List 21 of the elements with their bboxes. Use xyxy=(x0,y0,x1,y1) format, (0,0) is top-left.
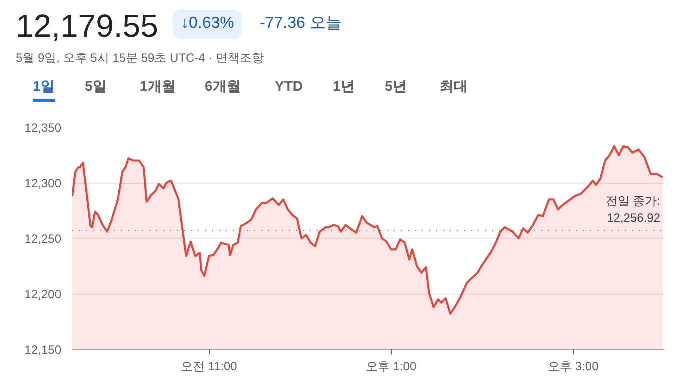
text: 1개월 xyxy=(140,77,176,96)
text: 5일 xyxy=(85,77,107,96)
y-tick-label: 12,200 xyxy=(24,288,62,302)
x-tick-label: 오전 11:00 xyxy=(180,360,238,374)
text: 6개월 xyxy=(205,77,241,96)
text: 최대 xyxy=(440,77,468,96)
chart-title: 12,179.55 xyxy=(16,7,158,46)
chart-subtitle: 5월 9일, 오후 5시 15분 59초 UTC-4 · 면책조항 xyxy=(16,50,264,67)
text: 1일 xyxy=(33,76,55,102)
ref-line-label: 전일 종가: 12,256.92 xyxy=(606,194,661,225)
text: 1년 xyxy=(333,77,355,96)
text: ↓0.63% xyxy=(173,10,242,39)
text: 5년 xyxy=(385,77,407,96)
y-tick-label: 12,350 xyxy=(24,121,62,135)
text: YTD xyxy=(275,77,303,96)
x-tick-label: 오후 3:00 xyxy=(548,360,600,374)
x-tick-label: 오후 1:00 xyxy=(366,360,417,374)
y-tick-label: 12,250 xyxy=(24,232,62,246)
y-tick-label: 12,150 xyxy=(24,343,62,357)
y-tick-label: 12,300 xyxy=(24,176,62,190)
text: -77.36 오늘 xyxy=(260,14,342,34)
